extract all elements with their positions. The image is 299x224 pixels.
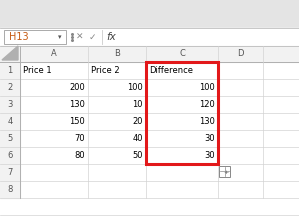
- Text: 120: 120: [199, 100, 215, 109]
- Text: 1: 1: [7, 66, 13, 75]
- Text: C: C: [179, 50, 185, 58]
- Text: 70: 70: [74, 134, 85, 143]
- Text: 100: 100: [127, 83, 143, 92]
- Text: 80: 80: [74, 151, 85, 160]
- Text: 5: 5: [7, 134, 13, 143]
- Text: Price 2: Price 2: [91, 66, 120, 75]
- Text: Price 1: Price 1: [23, 66, 52, 75]
- Text: 3: 3: [7, 100, 13, 109]
- Text: D: D: [237, 50, 244, 58]
- Bar: [0, 0, 299, 28]
- Polygon shape: [2, 46, 18, 60]
- Text: 30: 30: [205, 151, 215, 160]
- Text: A: A: [51, 50, 57, 58]
- Text: +: +: [223, 170, 228, 175]
- Bar: [0, 46, 20, 198]
- Text: ✓: ✓: [88, 32, 96, 41]
- Text: ▾: ▾: [58, 34, 62, 40]
- Bar: [4, 30, 66, 44]
- Text: 50: 50: [132, 151, 143, 160]
- Text: 6: 6: [7, 151, 13, 160]
- Bar: [146, 62, 218, 164]
- Text: 130: 130: [199, 117, 215, 126]
- Text: 30: 30: [205, 134, 215, 143]
- Text: 150: 150: [69, 117, 85, 126]
- Text: Difference: Difference: [149, 66, 193, 75]
- Text: 8: 8: [7, 185, 13, 194]
- Text: 130: 130: [69, 100, 85, 109]
- Text: 4: 4: [7, 117, 13, 126]
- Text: 200: 200: [69, 83, 85, 92]
- Text: ✕: ✕: [76, 32, 84, 41]
- Text: H13: H13: [9, 32, 29, 42]
- Text: fx: fx: [106, 32, 116, 42]
- Text: 20: 20: [132, 117, 143, 126]
- Text: B: B: [114, 50, 120, 58]
- Text: 10: 10: [132, 100, 143, 109]
- Bar: [219, 166, 230, 177]
- Text: 7: 7: [7, 168, 13, 177]
- Text: 2: 2: [7, 83, 13, 92]
- Bar: [0, 28, 299, 46]
- Text: 100: 100: [199, 83, 215, 92]
- Text: 40: 40: [132, 134, 143, 143]
- Bar: [0, 46, 299, 62]
